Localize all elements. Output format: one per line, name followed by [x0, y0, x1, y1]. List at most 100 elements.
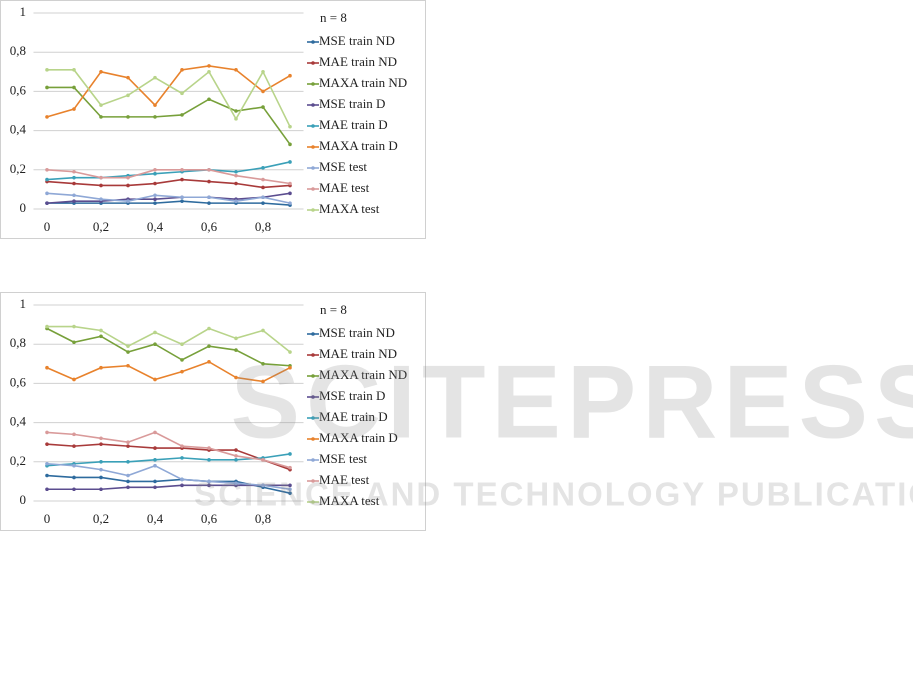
data-point [207, 97, 211, 102]
legend-label: MAE train ND [319, 54, 397, 69]
data-point [45, 191, 49, 196]
legend-marker [311, 166, 315, 170]
data-point [261, 458, 265, 462]
data-point [153, 485, 157, 490]
y-tick-label: 0,4 [10, 414, 27, 429]
data-point [207, 446, 211, 450]
series-line [46, 65, 291, 118]
data-point [288, 350, 292, 354]
data-point [207, 70, 211, 74]
data-point [99, 183, 103, 188]
data-point [153, 197, 157, 201]
x-tick-label: 0 [44, 511, 51, 526]
data-point [180, 483, 184, 488]
legend-label: MSE test [319, 159, 367, 174]
x-tick-label: 0,8 [255, 511, 271, 526]
data-point [72, 68, 76, 72]
series-line [47, 325, 291, 353]
data-point [126, 93, 130, 98]
y-tick-label: 1 [20, 4, 27, 19]
legend-label: MSE test [319, 451, 367, 466]
data-point [72, 175, 76, 180]
data-point [207, 64, 211, 68]
data-point [153, 458, 157, 462]
data-point [261, 177, 265, 182]
x-tick-label: 0,4 [147, 511, 164, 526]
data-point [153, 479, 157, 484]
data-point [261, 89, 265, 94]
data-point [72, 475, 76, 480]
legend-label: MAXA train D [319, 430, 398, 445]
legend-marker [311, 395, 315, 399]
data-point [153, 75, 157, 80]
x-tick-label: 0,8 [255, 219, 271, 234]
data-point [207, 201, 211, 205]
data-point [207, 344, 211, 348]
data-point [234, 109, 238, 113]
y-tick-label: 0,4 [10, 122, 27, 137]
legend-label: MAXA test [319, 493, 380, 508]
data-point [99, 334, 103, 339]
data-point [234, 481, 238, 486]
series-line [46, 431, 291, 469]
legend-label: MSE train ND [319, 33, 395, 48]
data-point [126, 363, 130, 368]
y-tick-label: 0,2 [10, 161, 26, 176]
data-point [153, 168, 157, 172]
data-point [72, 487, 76, 492]
data-point [153, 430, 157, 435]
data-point [288, 142, 292, 147]
legend-marker [311, 187, 315, 191]
data-point [180, 113, 184, 117]
data-point [288, 181, 292, 186]
legend-label: MAE test [319, 180, 370, 195]
legend-label: MAXA train ND [319, 75, 407, 90]
data-point [207, 458, 211, 462]
data-point [99, 70, 103, 74]
data-point [45, 68, 49, 72]
legend-label: MAE train D [319, 409, 388, 424]
data-point [72, 85, 76, 90]
data-point [207, 195, 211, 200]
x-tick-label: 0,6 [201, 511, 218, 526]
data-point [72, 324, 76, 329]
chart: 0 0,2 0,4 0,6 0,8 1 0 0,2 0,4 0,6 0,8 MSE train ND M… [0, 0, 426, 239]
data-point [72, 340, 76, 345]
data-point [234, 375, 238, 380]
data-point [99, 115, 103, 119]
series-line [46, 161, 291, 181]
data-point [288, 487, 292, 492]
data-point [288, 465, 292, 470]
series-line [46, 178, 291, 189]
legend-label: MSE train D [319, 96, 385, 111]
legend-marker [311, 458, 315, 462]
legend-marker [311, 437, 315, 441]
data-point [234, 169, 238, 174]
data-point [126, 350, 130, 354]
data-point [180, 168, 184, 172]
data-point [153, 115, 157, 119]
legend-marker [311, 82, 315, 86]
data-point [45, 442, 49, 446]
data-point [126, 479, 130, 484]
data-point [207, 179, 211, 184]
series-line [47, 69, 291, 128]
data-point [153, 377, 157, 382]
legend-label: MSE train D [319, 388, 385, 403]
data-point [45, 115, 49, 119]
data-point [45, 365, 49, 370]
data-point [261, 185, 265, 190]
chart-border [0, 292, 426, 531]
legend-marker [311, 61, 315, 65]
data-point [207, 360, 211, 364]
data-point [99, 475, 103, 480]
data-point [72, 432, 76, 437]
data-point [180, 68, 184, 72]
data-point [180, 195, 184, 200]
data-point [234, 181, 238, 186]
data-point [234, 68, 238, 72]
series-line [46, 169, 291, 185]
data-point [180, 342, 184, 346]
data-point [153, 446, 157, 450]
